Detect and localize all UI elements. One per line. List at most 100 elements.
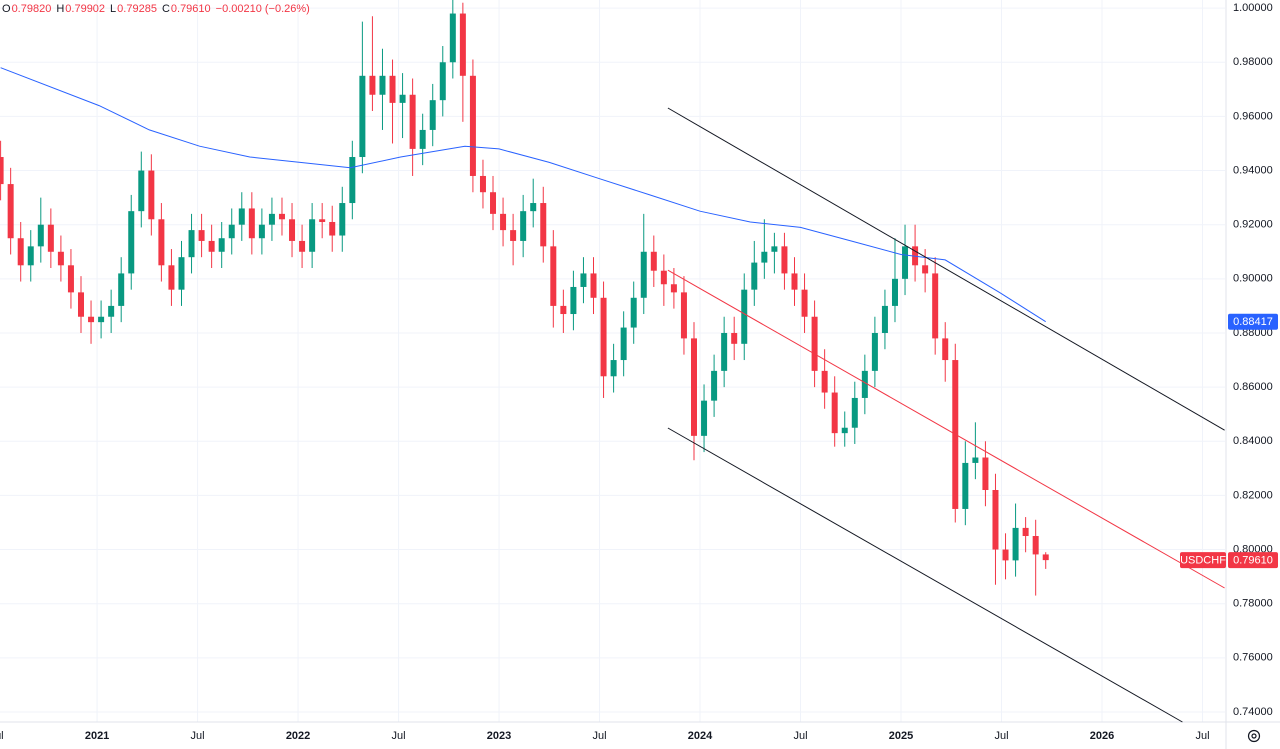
candle-body (128, 211, 135, 274)
x-tick-label: Jul (0, 730, 4, 742)
y-tick-label: 0.92000 (1233, 219, 1273, 231)
x-tick-label: Jul (593, 730, 607, 742)
candle-body (660, 270, 667, 285)
candle-body (47, 224, 54, 252)
candle-body (761, 251, 768, 263)
y-tick-label: 0.96000 (1233, 110, 1273, 122)
price-label: 0.88417 (1228, 313, 1278, 330)
candle-body (932, 273, 939, 339)
ohlc-key: H (56, 3, 64, 15)
change-label: −0.00210 (−0.26%) (216, 3, 310, 15)
settings-icon[interactable] (1247, 729, 1261, 743)
candle-body (670, 284, 677, 293)
candle-body (630, 297, 637, 328)
y-tick-label: 0.98000 (1233, 56, 1273, 68)
settings-ring (1247, 729, 1261, 743)
candle-body (570, 286, 577, 315)
symbol-label-text: USDCHF (1180, 555, 1226, 567)
candle-body (67, 265, 74, 293)
y-tick-label: 0.86000 (1233, 381, 1273, 393)
candle-body (530, 203, 537, 212)
candle-body (540, 203, 547, 247)
candle-body (650, 251, 657, 271)
x-tick-label: 2025 (889, 730, 913, 742)
candle-body (238, 208, 245, 225)
candle-body (610, 360, 617, 377)
symbol-label-box (1180, 552, 1226, 569)
candle-body (580, 273, 587, 287)
candle-body (228, 224, 235, 239)
candle-body (721, 332, 728, 371)
y-tick-label: 0.76000 (1233, 652, 1273, 664)
candle-body (379, 75, 386, 95)
candle-body (891, 278, 898, 306)
candle-body (1022, 527, 1029, 537)
candle-body (27, 246, 34, 266)
candle-body (620, 327, 627, 361)
candle-body (218, 238, 225, 252)
candle-body (972, 457, 979, 463)
x-tick-label: 2026 (1090, 730, 1114, 742)
x-tick-label: Jul (994, 730, 1008, 742)
candle-body (7, 184, 14, 239)
candle-body (258, 224, 265, 239)
price-label-text: 0.79610 (1233, 555, 1273, 567)
y-tick-label: 0.88000 (1233, 327, 1273, 339)
y-tick-label: 1.00000 (1233, 2, 1273, 14)
trend-line (667, 427, 1183, 723)
ohlc-value: 0.79285 (117, 3, 157, 15)
candle-body (962, 462, 969, 509)
candle-body (469, 75, 476, 176)
candle-body (811, 316, 818, 371)
x-tick-label: 2022 (286, 730, 310, 742)
candle-body (329, 221, 336, 236)
candle-body (399, 94, 406, 103)
candle-body (781, 246, 788, 274)
x-tick-label: 2023 (487, 730, 511, 742)
candle-body (861, 370, 868, 398)
ohlc-header: O 0.79820 H 0.79902 L 0.79285 C 0.79610 −0.00210… (2, 3, 310, 15)
candle-body (208, 240, 215, 252)
candle-body (429, 100, 436, 130)
candle-body (158, 219, 165, 266)
candle-body (138, 170, 145, 212)
y-tick-label: 0.82000 (1233, 489, 1273, 501)
candle-body (1032, 536, 1039, 555)
x-tick-label: Jul (392, 730, 406, 742)
candle-body (118, 273, 125, 306)
candle-body (690, 338, 697, 436)
x-tick-label: 2021 (85, 730, 109, 742)
candle-body (178, 257, 185, 290)
trend-line (667, 107, 1225, 431)
grid (0, 0, 1225, 722)
candle-body (459, 13, 466, 76)
settings-center (1251, 733, 1257, 739)
candle-body (88, 316, 95, 323)
ohlc-value: 0.79820 (12, 3, 52, 15)
candle-body (449, 13, 456, 63)
candle-body (640, 251, 647, 298)
price-label-box (1228, 552, 1278, 569)
candle-body (731, 332, 738, 344)
candle-body (942, 338, 949, 361)
candle-body (851, 397, 858, 428)
ohlc-key: C (162, 3, 170, 15)
y-tick-label: 0.90000 (1233, 273, 1273, 285)
x-tick-label: Jul (793, 730, 807, 742)
candle-body (479, 175, 486, 193)
candle-body (741, 289, 748, 344)
candle-body (982, 457, 989, 490)
price-label-box (1228, 313, 1278, 330)
price-label-text: 0.88417 (1233, 316, 1273, 328)
candle-body (881, 305, 888, 333)
candle-body (520, 211, 527, 241)
candle-body (902, 246, 909, 279)
candle-body (771, 246, 778, 252)
x-tick-label: Jul (191, 730, 205, 742)
ohlc-value: 0.79610 (171, 3, 211, 15)
candle-body (510, 230, 517, 241)
candle-body (299, 240, 306, 252)
candle-body (1012, 527, 1019, 561)
x-tick-label: 2024 (688, 730, 713, 742)
candle-body (359, 75, 366, 158)
